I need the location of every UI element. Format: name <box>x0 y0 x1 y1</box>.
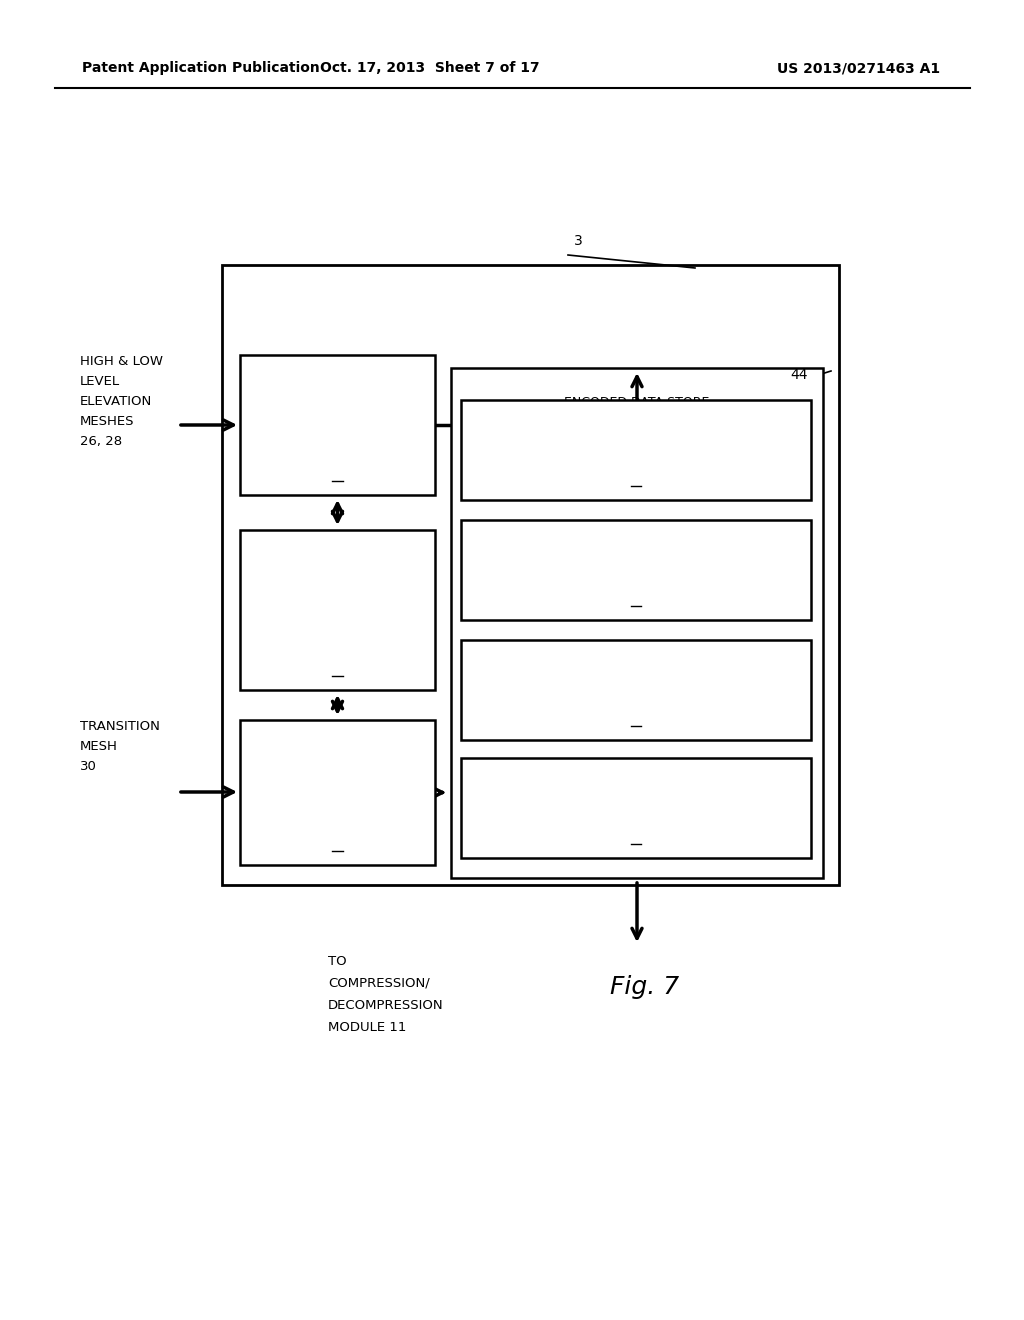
Text: Fig. 7: Fig. 7 <box>610 975 679 999</box>
Text: 3: 3 <box>573 234 583 248</box>
Text: 41: 41 <box>329 837 346 850</box>
Text: 40: 40 <box>329 466 346 479</box>
Text: DATA: DATA <box>620 803 652 816</box>
Text: MODULE 11: MODULE 11 <box>328 1020 407 1034</box>
Text: POINT REFERENCE: POINT REFERENCE <box>578 667 694 680</box>
Text: MESH: MESH <box>80 741 118 752</box>
Bar <box>451 368 823 878</box>
Text: DECOMPRESSION: DECOMPRESSION <box>328 999 443 1012</box>
Text: ARRAY: ARRAY <box>615 565 656 578</box>
Text: TO: TO <box>328 954 347 968</box>
Text: COMPRESSION/: COMPRESSION/ <box>328 977 430 990</box>
Text: PROCESSED: PROCESSED <box>297 578 378 590</box>
Bar <box>240 355 435 495</box>
Text: ENCODED DATA STORE: ENCODED DATA STORE <box>564 396 710 409</box>
Text: 56: 56 <box>628 829 644 842</box>
Text: MESHES: MESHES <box>80 414 134 428</box>
Text: EDGE STATUS: EDGE STATUS <box>593 784 679 797</box>
Text: POINT IS REFERENCE: POINT IS REFERENCE <box>570 426 702 440</box>
Text: STORE: STORE <box>315 614 359 627</box>
Text: HIGH & LOW: HIGH & LOW <box>80 355 163 368</box>
Text: POINTS: POINTS <box>613 546 659 560</box>
Bar <box>461 520 811 620</box>
Text: Oct. 17, 2013  Sheet 7 of 17: Oct. 17, 2013 Sheet 7 of 17 <box>321 61 540 75</box>
Bar <box>461 640 811 741</box>
Text: PRC ENCODER: PRC ENCODER <box>290 777 385 791</box>
Text: US 2013/0271463 A1: US 2013/0271463 A1 <box>777 61 940 75</box>
Text: TRANSITION: TRANSITION <box>80 719 160 733</box>
Text: Patent Application Publication: Patent Application Publication <box>82 61 319 75</box>
Text: 42: 42 <box>329 661 346 675</box>
Bar <box>222 265 839 884</box>
Text: 26, 28: 26, 28 <box>80 436 122 447</box>
Text: 44: 44 <box>790 368 808 381</box>
Text: 54: 54 <box>628 711 644 725</box>
Text: POINTS DATA: POINTS DATA <box>294 595 381 609</box>
Bar <box>461 758 811 858</box>
Text: LEVEL: LEVEL <box>80 375 120 388</box>
Bar <box>240 719 435 865</box>
Bar <box>461 400 811 500</box>
Bar <box>240 531 435 690</box>
Text: REGULAR GRID: REGULAR GRID <box>288 401 388 414</box>
Text: ELEVATION: ELEVATION <box>80 395 153 408</box>
Text: DATA: DATA <box>620 445 652 458</box>
Text: 30: 30 <box>80 760 97 774</box>
Text: ENCODER: ENCODER <box>305 420 370 433</box>
Text: INDEX: INDEX <box>616 685 655 697</box>
Text: 52: 52 <box>628 591 644 605</box>
Text: 50: 50 <box>628 471 644 484</box>
